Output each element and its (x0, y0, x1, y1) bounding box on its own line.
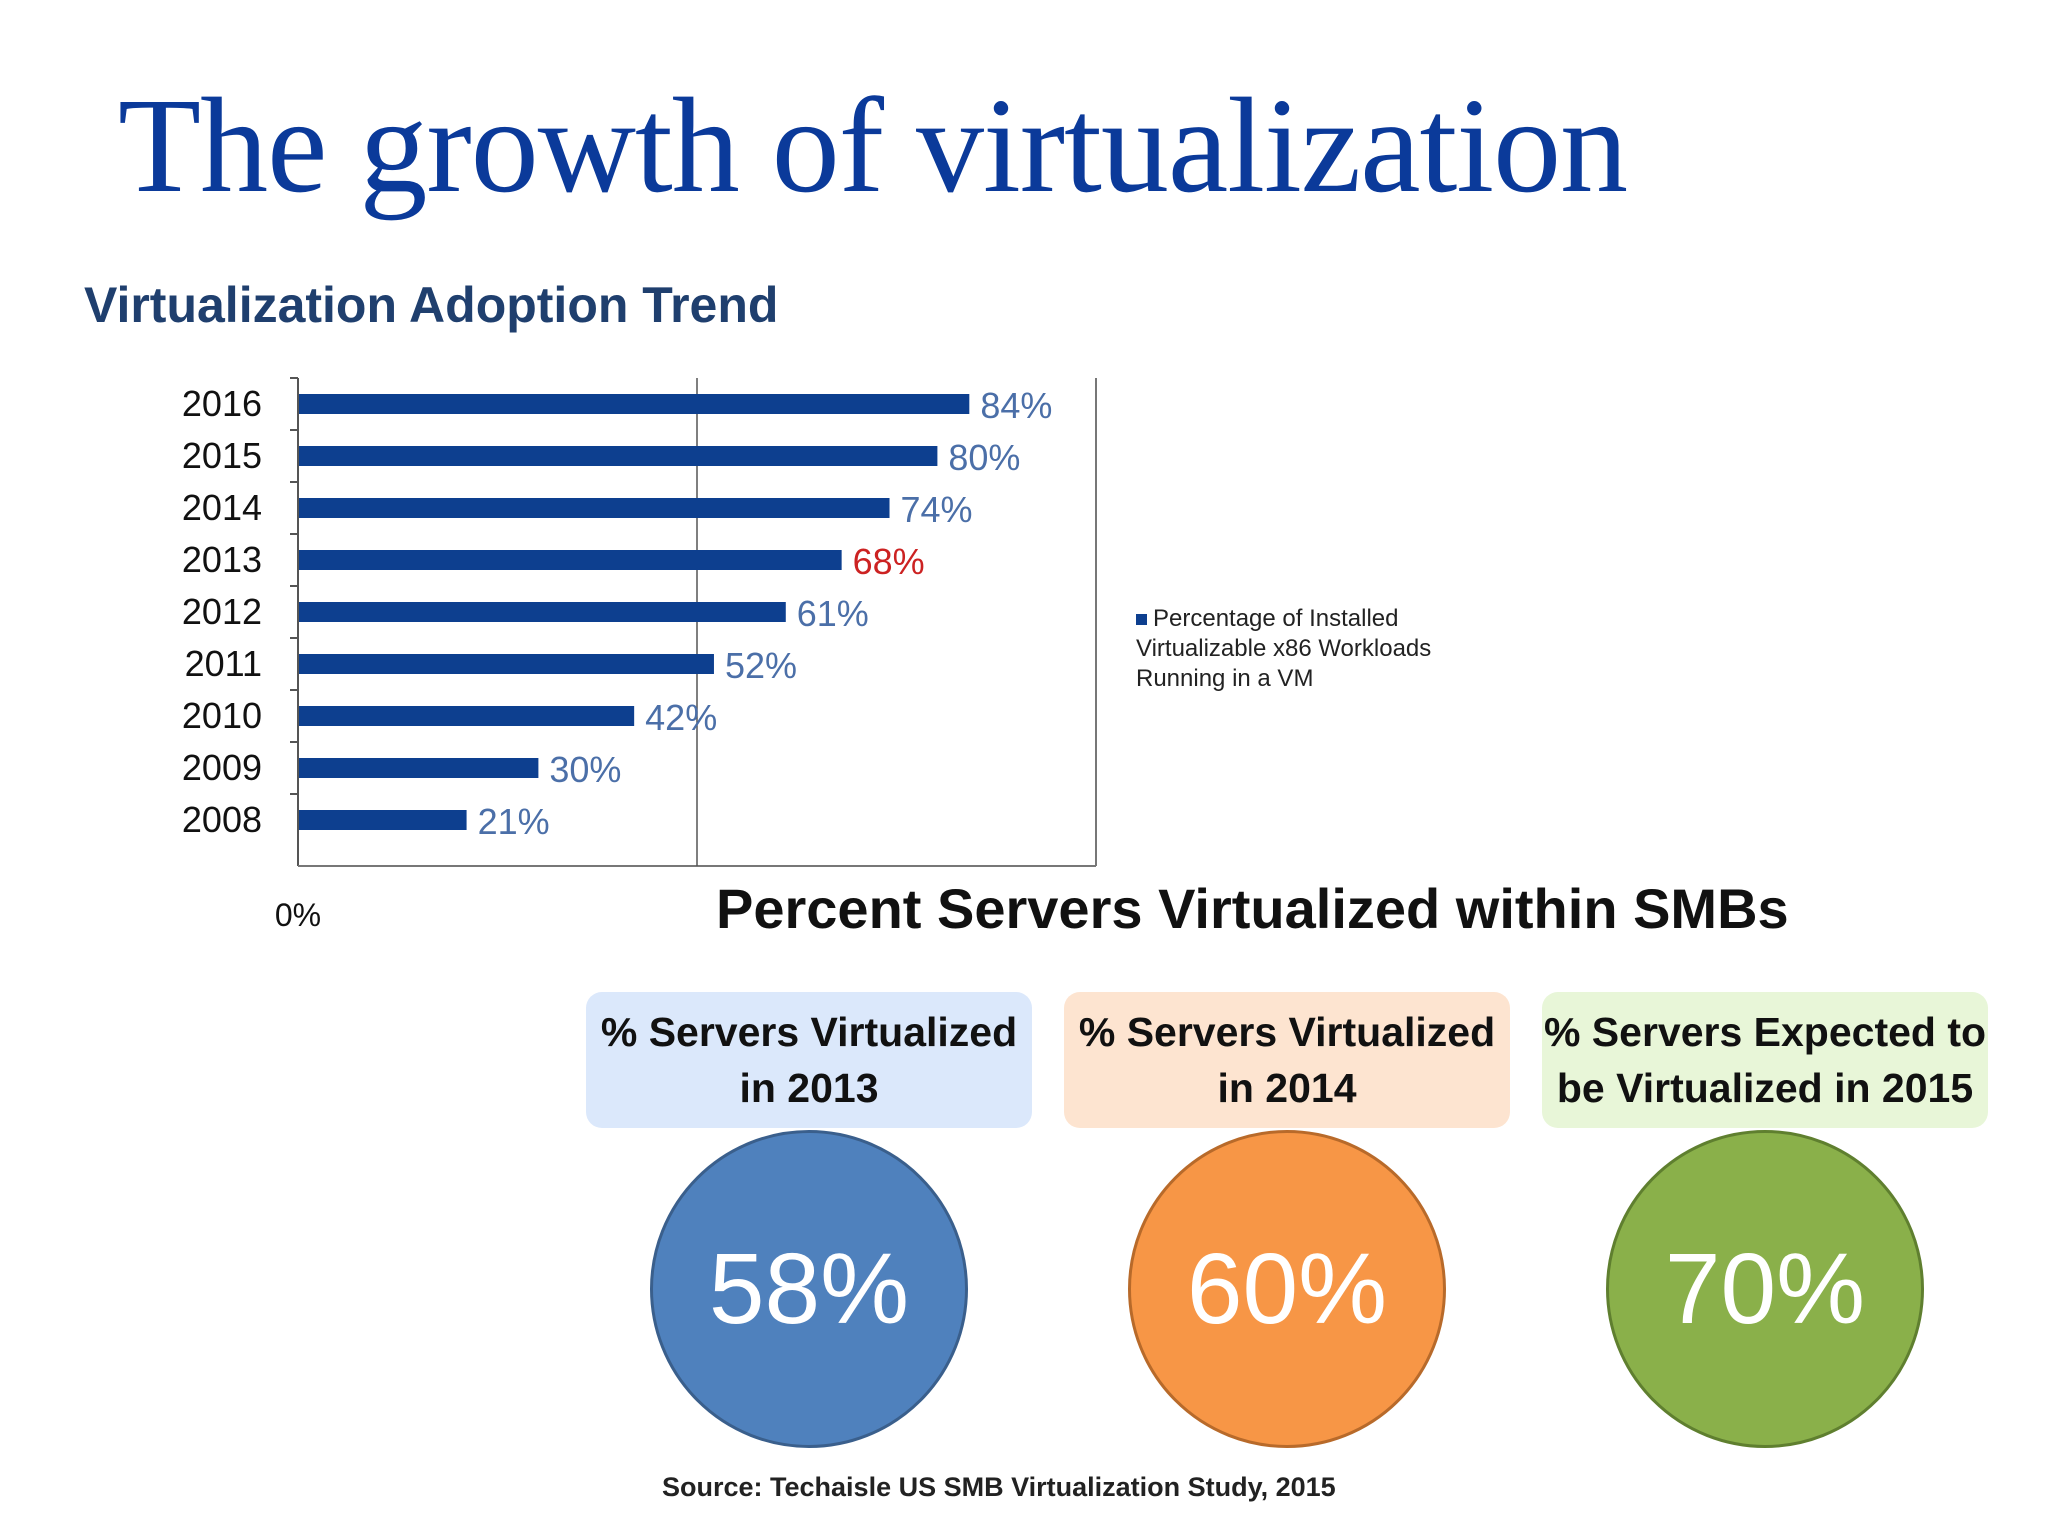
y-tick-label: 2008 (182, 799, 262, 840)
bar-data-label: 42% (645, 697, 717, 738)
bar-data-label: 30% (549, 749, 621, 790)
y-tick-label: 2015 (182, 435, 262, 476)
smb-card-header-line1: % Servers Virtualized (1078, 1009, 1496, 1055)
smb-card-header: % Servers Expected to be Virtualized in … (1542, 992, 1988, 1128)
bar (299, 758, 539, 778)
smb-card-header: % Servers Virtualized in 2014 (1064, 992, 1510, 1128)
x-tick-label: 0% (275, 897, 321, 933)
adoption-bar-chart: 2016 84% 2015 80% 2014 74% 2013 68% 2012 61% 2011 5… (182, 377, 1097, 933)
bar (299, 654, 714, 674)
smb-value-circle: 70% (1606, 1130, 1924, 1448)
bar-data-label: 61% (797, 593, 869, 634)
bar-data-label: 52% (725, 645, 797, 686)
smb-card-2014: % Servers Virtualized in 2014 60% (1064, 992, 1510, 1452)
smb-card-header-line2: be Virtualized in 2015 (1556, 1065, 1974, 1111)
chart-legend: Percentage of Installed Virtualizable x8… (1136, 604, 1456, 694)
y-tick-label: 2010 (182, 695, 262, 736)
bar-data-label: 68% (853, 541, 925, 582)
bar (299, 706, 635, 726)
smb-value-circle: 58% (650, 1130, 968, 1448)
smb-card-header-line1: % Servers Virtualized (600, 1009, 1018, 1055)
smb-card-header-line1: % Servers Expected to (1543, 1009, 1987, 1055)
bar (299, 394, 970, 414)
bar-data-label: 74% (901, 489, 973, 530)
bar (299, 498, 890, 518)
bar (299, 810, 467, 830)
y-tick-label: 2013 (182, 539, 262, 580)
slide-title: The growth of virtualization (118, 71, 1628, 221)
bar (299, 602, 786, 622)
y-tick-label: 2014 (182, 487, 262, 528)
smb-card-2013: % Servers Virtualized in 2013 58% (586, 992, 1032, 1452)
legend-swatch (1136, 614, 1147, 625)
smb-section-title: Percent Servers Virtualized within SMBs (716, 877, 1789, 940)
chart-title: Virtualization Adoption Trend (84, 277, 779, 333)
bar-data-label: 80% (948, 437, 1020, 478)
smb-value-circle: 60% (1128, 1130, 1446, 1448)
bar (299, 550, 842, 570)
bar (299, 446, 938, 466)
smb-card-2015: % Servers Expected to be Virtualized in … (1542, 992, 1988, 1452)
legend-label: Percentage of Installed Virtualizable x8… (1136, 605, 1432, 692)
y-tick-label: 2012 (182, 591, 262, 632)
smb-card-header-line2: in 2014 (1217, 1065, 1357, 1111)
bar-data-label: 84% (980, 385, 1052, 426)
y-tick-label: 2009 (182, 747, 262, 788)
bar-data-label: 21% (478, 801, 550, 842)
source-note: Source: Techaisle US SMB Virtualization … (662, 1472, 1336, 1502)
smb-card-header: % Servers Virtualized in 2013 (586, 992, 1032, 1128)
y-tick-label: 2011 (185, 643, 262, 684)
smb-card-header-line2: in 2013 (739, 1065, 879, 1111)
y-tick-label: 2016 (182, 383, 262, 424)
